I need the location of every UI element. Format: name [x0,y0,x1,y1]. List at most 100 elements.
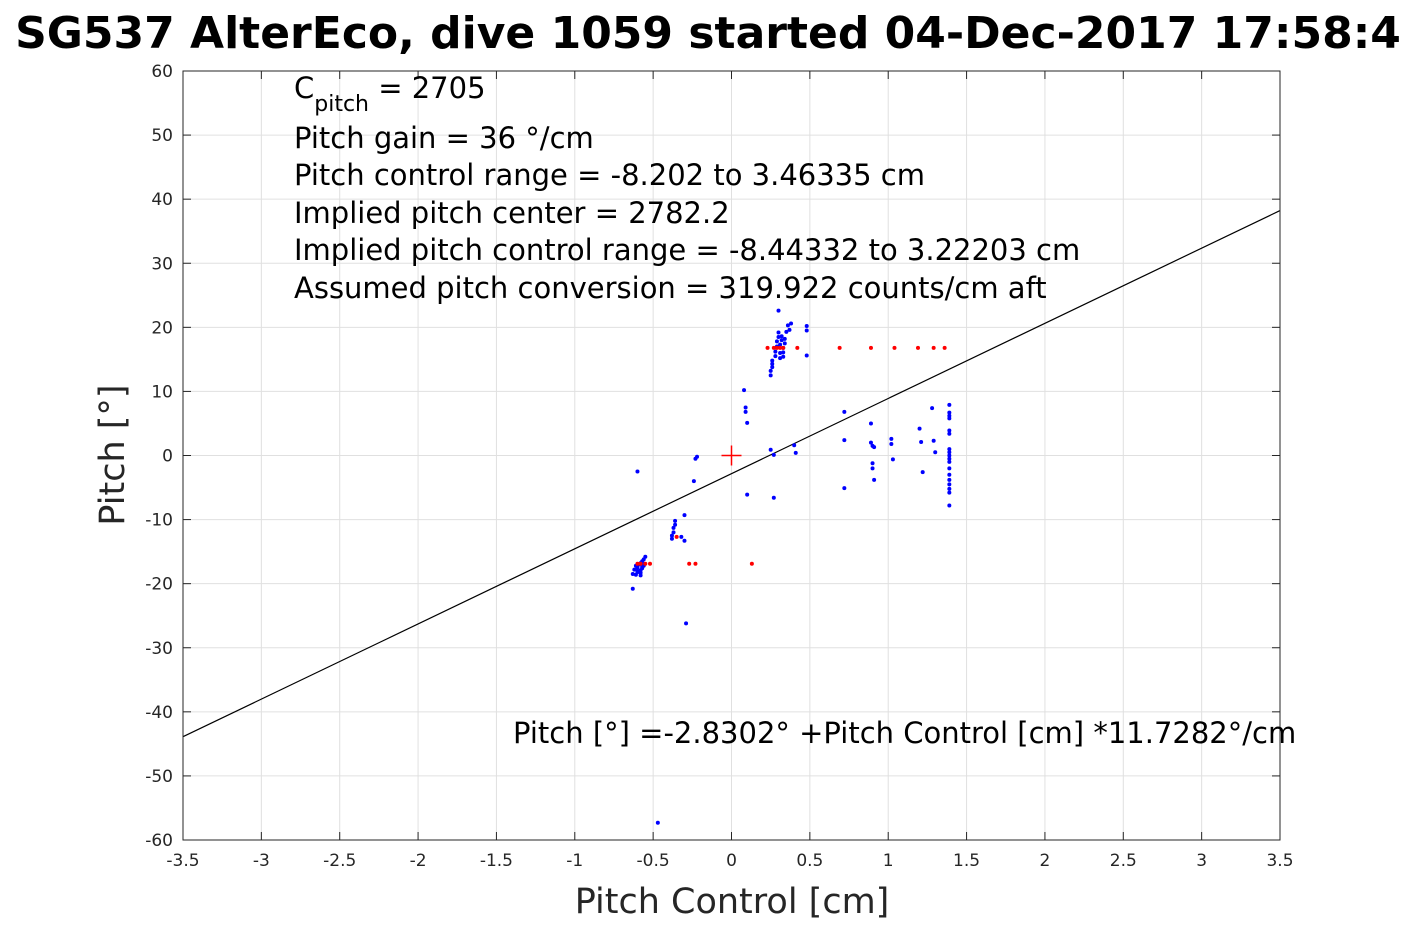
commanded-point [771,345,776,350]
commanded-point [931,345,936,350]
observed-point [947,472,952,477]
observed-point [743,405,748,410]
observed-point [643,554,648,559]
observed-point [779,338,784,343]
observed-point [776,334,781,339]
observed-point [947,486,952,491]
y-tick-label: 30 [151,254,173,274]
x-tick-label: 2.5 [1110,851,1137,871]
commanded-point [778,345,783,350]
commanded-point [635,561,640,566]
observed-point [691,479,696,484]
y-tick-label: 10 [151,382,173,402]
observed-point [792,443,797,448]
observed-point [630,586,635,591]
observed-point [638,573,643,578]
x-tick-label: -1 [566,851,583,871]
observed-point [947,459,952,464]
annotation-block: Cpitch = 2705 Pitch gain = 36 °/cm Pitch… [294,71,1080,305]
y-tick-label: -50 [145,767,173,787]
observed-point [785,323,790,328]
fit-equation: Pitch [°] =-2.8302° +Pitch Control [cm] … [513,716,1296,750]
observed-point [745,420,750,425]
observed-point [842,409,847,414]
observed-point [930,406,935,411]
observed-point [679,534,684,539]
observed-point [776,308,781,313]
observed-point [872,477,877,482]
annotation-cpitch-value: = 2705 [369,71,486,105]
commanded-point [781,345,786,350]
observed-point [889,436,894,441]
observed-point [947,503,952,508]
observed-point [771,452,776,457]
observed-point [793,450,798,455]
observed-point [770,365,775,370]
annotation-line: Implied pitch control range = -8.44332 t… [294,233,1080,267]
y-tick-label: -40 [145,703,173,723]
observed-point [781,350,786,355]
x-tick-label: 2 [1040,851,1051,871]
observed-point [745,492,750,497]
observed-point [770,361,775,366]
x-tick-label: -0.5 [637,851,670,871]
observed-point [868,440,873,445]
observed-point [655,820,660,825]
observed-point [669,533,674,538]
observed-point [684,621,689,626]
commanded-point [749,561,754,566]
observed-point [782,336,787,341]
observed-point [947,456,952,461]
y-tick-label: -20 [145,575,173,595]
observed-point [781,354,786,359]
observed-point [804,353,809,358]
x-tick-label: -3 [253,851,270,871]
x-tick-label: 1 [883,851,894,871]
observed-point [682,513,687,518]
observed-point [770,358,775,363]
y-tick-layer: -60 -50 -40 -30 -20 -10 0 10 20 30 40 50 60 [145,62,1280,851]
x-tick-label: -1.5 [480,851,513,871]
observed-point [947,447,952,452]
observed-point [778,342,783,347]
observed-point [947,410,952,415]
x-tick-label: 1.5 [953,851,980,871]
observed-point [870,461,875,466]
observed-point [671,530,676,535]
observed-point [768,447,773,452]
observed-point [919,440,924,445]
observed-point [804,324,809,329]
observed-point [842,438,847,443]
observed-point [784,329,789,334]
observed-point [889,441,894,446]
observed-point [635,469,640,474]
commanded-point [693,561,698,566]
observed-point [771,495,776,500]
observed-point [774,339,779,344]
observed-point [776,330,781,335]
commanded-point [638,561,643,566]
annotation-line: Implied pitch center = 2782.2 [294,196,730,230]
observed-point [673,518,678,523]
x-tick-label: -3.5 [166,851,199,871]
observed-point [931,438,936,443]
observed-point [842,486,847,491]
y-tick-label: -60 [145,831,173,851]
observed-point [768,373,773,378]
commanded-point [648,561,653,566]
observed-point [778,350,783,355]
commanded-point [795,345,800,350]
observed-point [920,470,925,475]
observed-point [779,334,784,339]
observed-point [778,356,783,361]
x-tick-label: -2 [410,851,427,871]
observed-point [947,453,952,458]
observed-point [630,572,635,577]
observed-point [635,570,640,575]
commanded-point [892,345,897,350]
y-axis-label: Pitch [°] [93,384,133,525]
observed-point [947,450,952,455]
observed-point [638,568,643,573]
x-tick-label: 0 [726,851,737,871]
